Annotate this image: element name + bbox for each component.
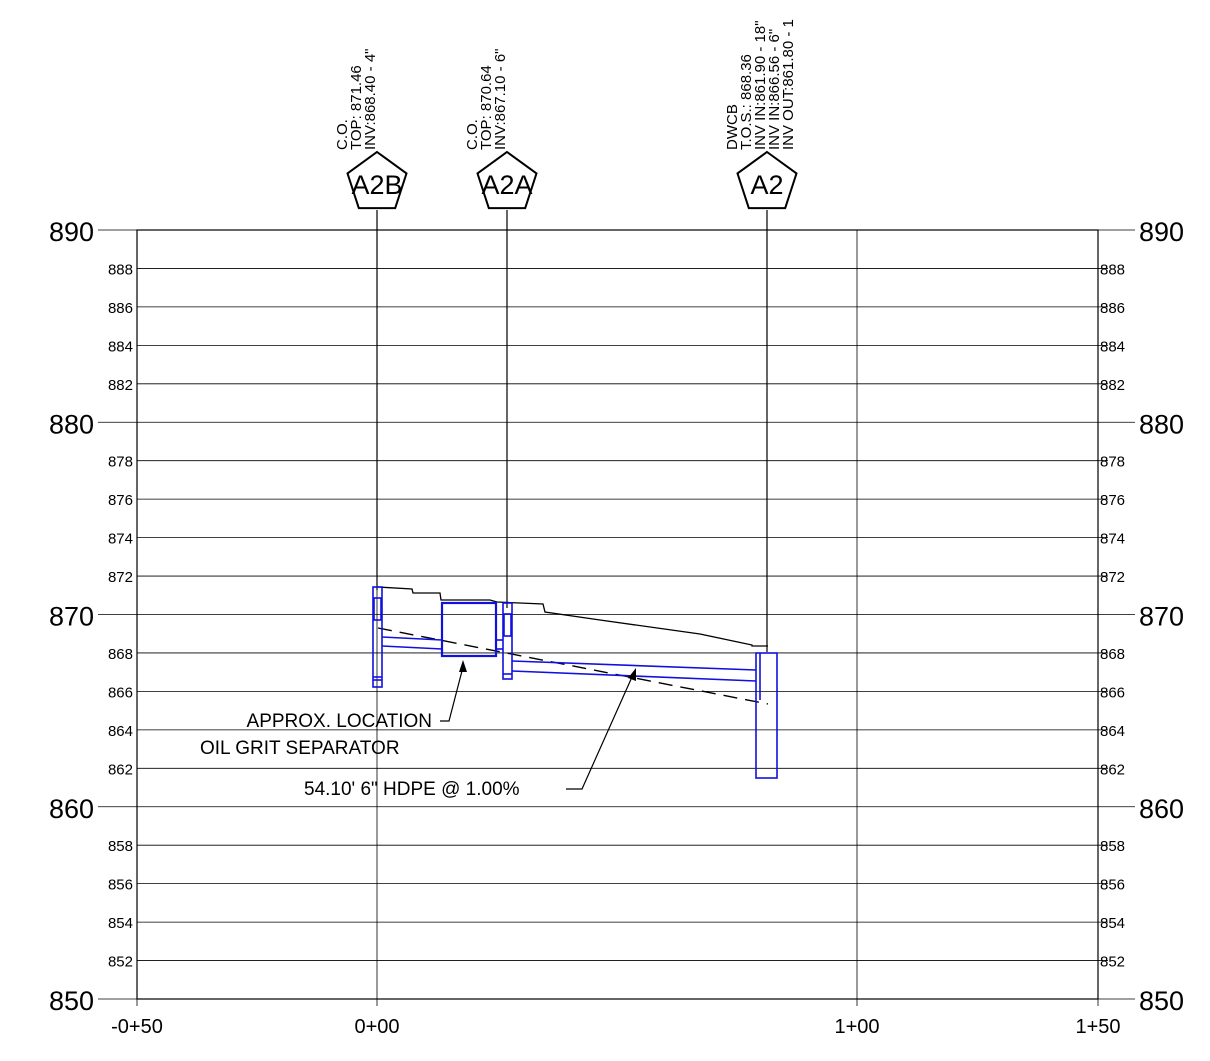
elevation-minor-label-right: 852 (1100, 954, 1125, 971)
elevation-minor-label-left: 886 (108, 300, 133, 317)
pipe-a2b-ogs (382, 637, 442, 649)
elevation-minor-label-right: 874 (1100, 531, 1125, 548)
elevation-minor-label-right: 862 (1100, 761, 1125, 778)
elevation-label-left: 860 (49, 794, 94, 824)
elevation-minor-label-left: 858 (108, 838, 133, 855)
elevation-minor-label-left: 874 (108, 531, 133, 548)
structure-id: A2B (351, 170, 402, 200)
station-grid: -0+50 0+00 1+00 1+50 (111, 230, 1120, 1038)
elevation-label-right: 880 (1139, 409, 1184, 439)
elevation-minor-label-left: 862 (108, 761, 133, 778)
elevation-grid: 890 890 880 880 870 870 860 860 850 850 888 888 886 8… (49, 217, 1184, 1016)
structure-id: A2 (750, 170, 783, 200)
elevation-minor-label-right: 878 (1100, 454, 1125, 471)
station-label: 1+50 (1075, 1016, 1120, 1038)
pipe-leader-arrow (628, 668, 636, 681)
structure-id: A2A (481, 170, 532, 200)
elevation-label-left: 870 (49, 602, 94, 632)
elevation-minor-label-left: 868 (108, 646, 133, 663)
ogs-label-line2: OIL GRIT SEPARATOR (200, 738, 400, 759)
elevation-minor-label-left: 888 (108, 261, 133, 278)
station-label: 0+00 (354, 1016, 399, 1038)
elevation-minor-label-left: 864 (108, 723, 133, 740)
elevation-minor-label-right: 866 (1100, 684, 1125, 701)
structure-label-line: INV OUT:861.80 - 1 (780, 19, 797, 150)
elevation-minor-label-right: 886 (1100, 300, 1125, 317)
elevation-minor-label-right: 882 (1100, 377, 1125, 394)
station-label: -0+50 (111, 1016, 163, 1038)
elevation-label-right: 860 (1139, 794, 1184, 824)
elevation-minor-label-left: 884 (108, 338, 133, 355)
elevation-minor-label-right: 872 (1100, 569, 1125, 586)
elevation-minor-label-left: 866 (108, 684, 133, 701)
pipe-leader (566, 677, 632, 789)
elevation-minor-label-right: 864 (1100, 723, 1125, 740)
elevation-minor-label-left: 856 (108, 877, 133, 894)
station-label: 1+00 (834, 1016, 879, 1038)
structure-label-line: INV:867.10 - 6" (492, 49, 509, 151)
elevation-minor-label-left: 872 (108, 569, 133, 586)
elevation-minor-label-right: 858 (1100, 838, 1125, 855)
ogs-leader-arrow (459, 660, 467, 672)
elevation-minor-label-right: 876 (1100, 492, 1125, 509)
ogs-leader (440, 667, 463, 721)
oil-grit-separator (442, 603, 496, 656)
elevation-minor-label-right: 854 (1100, 915, 1125, 932)
elevation-minor-label-left: 852 (108, 954, 133, 971)
elevation-label-left: 890 (49, 217, 94, 247)
elevation-label-right: 850 (1139, 986, 1184, 1016)
elevation-minor-label-left: 882 (108, 377, 133, 394)
pipe-label: 54.10' 6" HDPE @ 1.00% (304, 779, 520, 800)
catch-basin-a2 (756, 653, 777, 778)
cleanout-a2b (373, 587, 382, 687)
elevation-label-left: 880 (49, 409, 94, 439)
cleanout-a2a (503, 603, 512, 679)
elevation-minor-label-right: 888 (1100, 261, 1125, 278)
elevation-minor-label-right: 884 (1100, 338, 1125, 355)
elevation-minor-label-right: 856 (1100, 877, 1125, 894)
elevation-label-left: 850 (49, 986, 94, 1016)
elevation-minor-label-left: 854 (108, 915, 133, 932)
structure-label-line: INV:868.40 - 4" (362, 49, 379, 151)
elevation-label-right: 870 (1139, 602, 1184, 632)
elevation-minor-label-left: 876 (108, 492, 133, 509)
elevation-label-right: 890 (1139, 217, 1184, 247)
elevation-minor-label-right: 868 (1100, 646, 1125, 663)
elevation-minor-label-left: 878 (108, 454, 133, 471)
ogs-label-line1: APPROX. LOCATION (247, 711, 432, 732)
existing-ground-line (378, 587, 768, 646)
